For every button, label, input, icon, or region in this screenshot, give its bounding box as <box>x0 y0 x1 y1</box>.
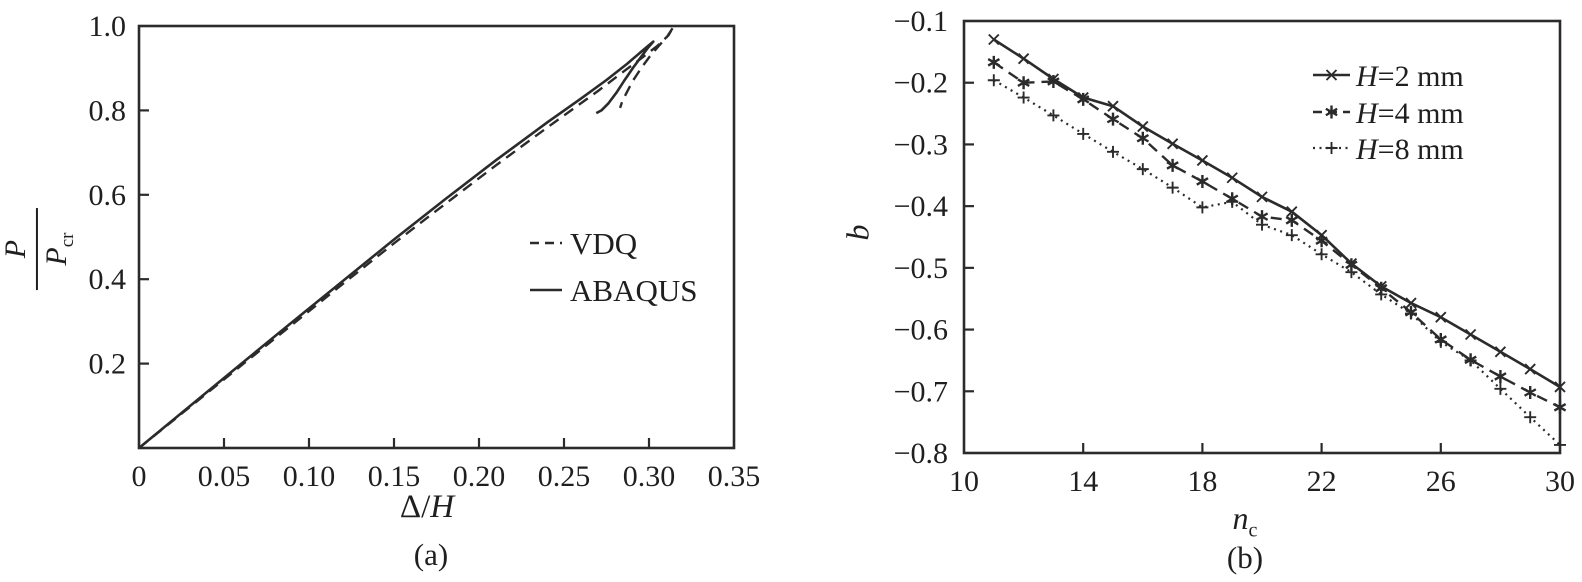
y-tick-label: 0.8 <box>89 94 127 127</box>
panel-a-axes-box <box>137 24 736 450</box>
x-tick-label: 14 <box>1068 465 1098 498</box>
legend-label: H=4 mm <box>1355 97 1464 130</box>
y-tick-label: 0.2 <box>89 348 127 381</box>
panel-a-series-abaqus <box>138 40 655 450</box>
x-tick-label: 26 <box>1426 465 1456 498</box>
y-tick-label: 0.6 <box>89 179 127 212</box>
legend-label: H=8 mm <box>1355 133 1464 166</box>
panel-b-series-h-2-mm <box>988 33 1566 393</box>
y-tick-label: −0.5 <box>894 252 948 285</box>
fraction-denominator: Pcr <box>40 232 79 266</box>
legend-sample-marker <box>1325 105 1338 119</box>
series-markers <box>987 55 1567 414</box>
panel-b-axes-box <box>962 19 1562 455</box>
panel-b-legend: H=2 mm H=4 mmH=8 mm <box>1313 60 1464 166</box>
x-tick-label: 0.15 <box>368 460 421 493</box>
panel-b-series-h-8-mm <box>987 74 1566 451</box>
y-tick-label: −0.8 <box>894 437 948 470</box>
series-line <box>993 61 1561 409</box>
x-tick-label: 0.20 <box>453 460 506 493</box>
panel-b-x-axis-label: nc <box>1232 500 1258 542</box>
panel-b-ticks: 10 14 18 22 26 30 −0.1 −0.2 −0.3 −0.4 −0.5 −0.6 −0.7… <box>894 5 1575 498</box>
y-tick-label: −0.4 <box>894 190 948 223</box>
x-tick-label: 0.30 <box>623 460 676 493</box>
legend-label: VDQ <box>570 226 637 261</box>
legend-label: H=2 mm <box>1355 60 1464 93</box>
panel-b-y-axis-label: b <box>839 224 876 240</box>
p-over-pcr-fraction: P Pcr <box>0 208 79 290</box>
panel-a-legend: VDQ ABAQUS <box>530 226 697 308</box>
x-tick-label: 30 <box>1545 465 1575 498</box>
x-tick-label: 18 <box>1187 465 1217 498</box>
y-tick-label: −0.3 <box>894 128 948 161</box>
y-tick-label: −0.6 <box>894 314 948 347</box>
panel-a-y-axis-label: P Pcr <box>0 201 78 297</box>
y-tick-label: 1.0 <box>89 10 127 43</box>
y-tick-label: −0.2 <box>894 67 948 100</box>
legend-sample-marker <box>1325 69 1338 81</box>
x-tick-label: 10 <box>949 465 979 498</box>
panel-b-series-h-4-mm <box>987 55 1567 414</box>
fraction-bar <box>35 208 39 290</box>
panel-b-caption: (b) <box>1226 540 1264 575</box>
legend-label: ABAQUS <box>570 273 697 308</box>
y-tick-label: −0.1 <box>894 5 948 38</box>
x-tick-label: 0.35 <box>708 460 761 493</box>
x-tick-label: 0.25 <box>538 460 591 493</box>
panel-a-ticks: 0 0.05 0.10 0.15 0.20 0.25 0.30 0.35 0.2 0.4 0.6 0.… <box>89 10 761 493</box>
panel-a-x-axis-label: Δ/H <box>399 489 455 525</box>
series-markers <box>987 74 1566 451</box>
y-tick-label: −0.7 <box>894 375 948 408</box>
panel-b: 10 14 18 22 26 30 −0.1 −0.2 −0.3 −0.4 −0.5 −0.6 −0.7… <box>894 5 1575 498</box>
series-line <box>993 38 1561 389</box>
series-line <box>993 79 1561 446</box>
x-tick-label: 22 <box>1307 465 1337 498</box>
x-tick-label: 0.10 <box>283 460 336 493</box>
fraction-numerator: P <box>0 239 32 259</box>
x-tick-label: 0.05 <box>198 460 251 493</box>
panel-a: 0 0.05 0.10 0.15 0.20 0.25 0.30 0.35 0.2 0.4 0.6 0.… <box>89 10 761 493</box>
legend-sample-marker <box>1325 142 1338 154</box>
x-tick-label: 0 <box>132 460 147 493</box>
series-line <box>138 40 655 450</box>
y-tick-label: 0.4 <box>89 263 127 296</box>
panel-a-caption: (a) <box>413 537 449 572</box>
